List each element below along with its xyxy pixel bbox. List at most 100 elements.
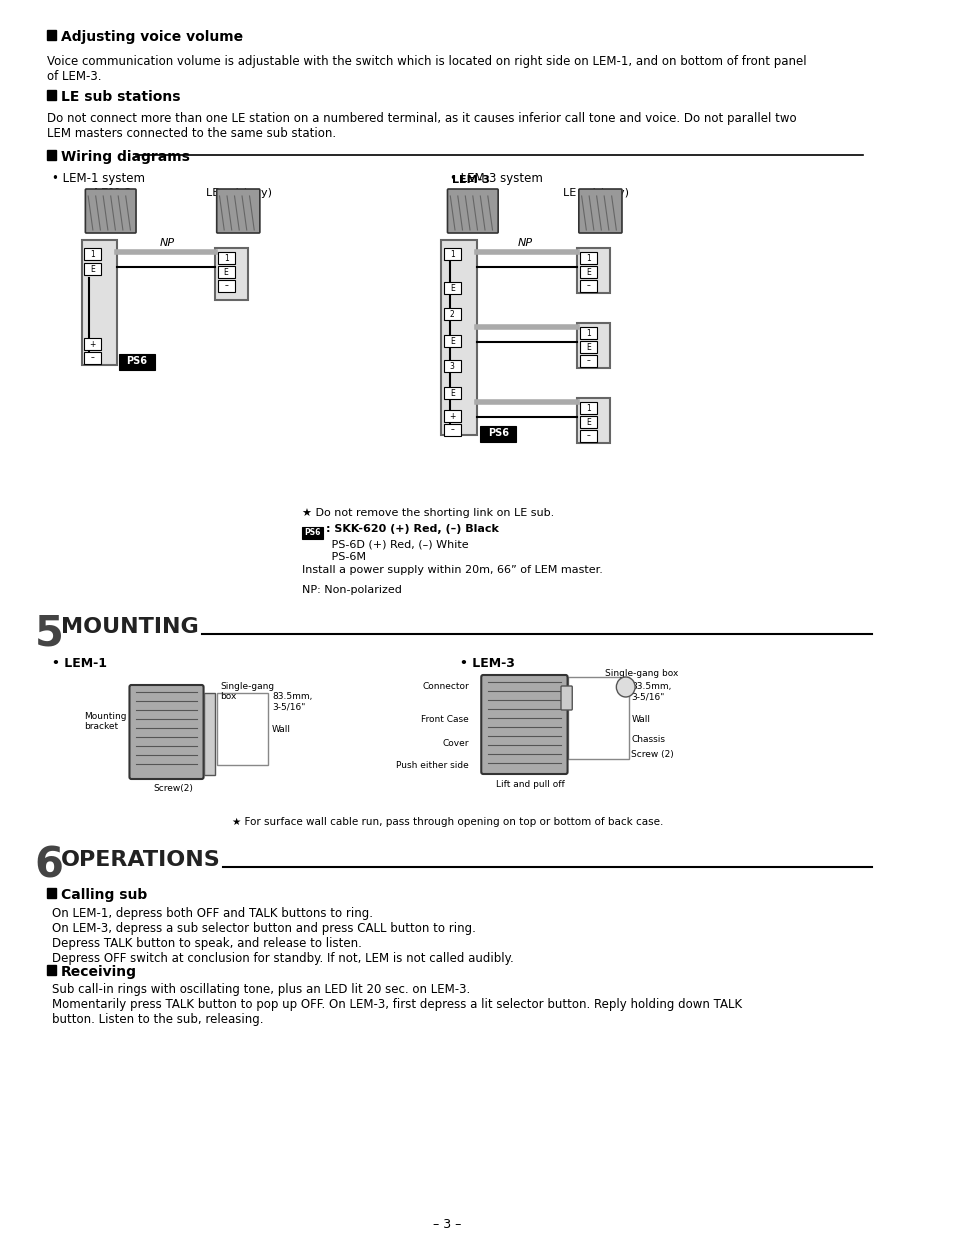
Text: 83.5mm,
3-5/16": 83.5mm, 3-5/16" — [631, 682, 671, 702]
Text: E: E — [224, 267, 228, 276]
Text: 1: 1 — [91, 250, 95, 259]
Text: Wall: Wall — [631, 716, 650, 724]
Text: Voice communication volume is adjustable with the switch which is located on rig: Voice communication volume is adjustable… — [47, 54, 805, 83]
Text: Screw (2): Screw (2) — [631, 750, 674, 759]
Text: : SKK-620 (+) Red, (–) Black: : SKK-620 (+) Red, (–) Black — [325, 524, 497, 534]
Bar — [217, 253, 234, 264]
Bar — [302, 527, 322, 539]
Bar — [47, 150, 56, 160]
Text: Receiving: Receiving — [61, 964, 137, 979]
Text: Cover: Cover — [442, 739, 469, 748]
Text: 5: 5 — [34, 612, 64, 654]
Bar — [443, 248, 460, 260]
Text: Install a power supply within 20m, 66” of LEM master.: Install a power supply within 20m, 66” o… — [302, 565, 602, 574]
Bar — [217, 266, 234, 279]
Text: 1: 1 — [585, 328, 590, 338]
Text: Do not connect more than one LE station on a numbered terminal, as it causes inf: Do not connect more than one LE station … — [47, 111, 796, 140]
Bar — [579, 327, 596, 339]
Bar — [214, 248, 248, 300]
Text: • LEM-3: • LEM-3 — [459, 657, 514, 670]
FancyBboxPatch shape — [447, 189, 497, 233]
Text: MOUNTING: MOUNTING — [61, 617, 198, 638]
Bar — [217, 280, 234, 292]
Bar — [579, 416, 596, 428]
Text: Wall: Wall — [272, 725, 291, 734]
Text: 1: 1 — [585, 254, 590, 262]
Bar — [443, 423, 460, 436]
Text: –: – — [450, 426, 454, 435]
Bar — [82, 240, 117, 365]
Text: ★ For surface wall cable run, pass through opening on top or bottom of back case: ★ For surface wall cable run, pass throu… — [232, 817, 662, 827]
Text: Screw(2): Screw(2) — [153, 784, 193, 794]
Bar — [577, 248, 609, 293]
Bar — [443, 387, 460, 399]
Text: Calling sub: Calling sub — [61, 888, 147, 903]
Text: 1: 1 — [585, 404, 590, 412]
Text: Chassis: Chassis — [631, 735, 664, 744]
Text: ★ Do not remove the shorting link on LE sub.: ★ Do not remove the shorting link on LE … — [302, 508, 554, 517]
Bar — [479, 426, 516, 442]
Text: LE sub stations: LE sub stations — [61, 90, 180, 104]
Text: E: E — [585, 267, 590, 276]
Text: –: – — [586, 357, 590, 365]
Text: E: E — [449, 389, 454, 397]
Bar — [47, 30, 56, 40]
Text: PS6: PS6 — [304, 527, 320, 536]
Text: 1: 1 — [224, 254, 228, 262]
Text: E: E — [449, 284, 454, 292]
Bar — [119, 354, 154, 370]
Text: LEM-1: LEM-1 — [93, 188, 132, 198]
FancyBboxPatch shape — [85, 189, 136, 233]
Bar — [85, 352, 101, 364]
FancyBboxPatch shape — [130, 685, 203, 779]
Text: NP: NP — [517, 238, 533, 248]
Text: • LEM-1 system: • LEM-1 system — [51, 172, 145, 184]
Text: LE sub(any): LE sub(any) — [562, 188, 628, 198]
Text: –: – — [586, 432, 590, 441]
Text: Sub call-in rings with oscillating tone, plus an LED lit 20 sec. on LEM-3.
Momen: Sub call-in rings with oscillating tone,… — [51, 983, 740, 1026]
Text: E: E — [585, 417, 590, 427]
Text: +: + — [90, 339, 96, 349]
Bar — [85, 248, 101, 260]
Text: OPERATIONS: OPERATIONS — [61, 851, 220, 870]
Text: Adjusting voice volume: Adjusting voice volume — [61, 30, 243, 45]
FancyBboxPatch shape — [578, 189, 621, 233]
Text: PS-6M: PS-6M — [307, 552, 365, 562]
Bar — [579, 355, 596, 366]
Bar — [443, 360, 460, 371]
Bar — [216, 693, 268, 765]
Text: On LEM-1, depress both OFF and TALK buttons to ring.
On LEM-3, depress a sub sel: On LEM-1, depress both OFF and TALK butt… — [51, 907, 513, 964]
Text: Wiring diagrams: Wiring diagrams — [61, 150, 190, 163]
Bar — [85, 338, 101, 350]
Bar — [47, 90, 56, 100]
Text: LE sub(any): LE sub(any) — [206, 188, 272, 198]
Bar — [47, 888, 56, 898]
Text: PS-6D (+) Red, (–) White: PS-6D (+) Red, (–) White — [307, 539, 468, 548]
Text: LEM-3: LEM-3 — [452, 175, 489, 184]
Bar — [579, 253, 596, 264]
Text: • LEM-1: • LEM-1 — [51, 657, 107, 670]
Text: NP: Non-polarized: NP: Non-polarized — [302, 586, 401, 595]
Text: Front Case: Front Case — [421, 716, 469, 724]
Text: E: E — [91, 265, 95, 274]
Text: NP: NP — [159, 238, 174, 248]
Text: +: + — [449, 411, 455, 421]
Text: 6: 6 — [34, 846, 64, 886]
Text: E: E — [449, 337, 454, 345]
Text: PS6: PS6 — [487, 428, 508, 438]
Bar — [443, 335, 460, 347]
Text: 1: 1 — [449, 250, 454, 259]
Bar — [85, 262, 101, 275]
Bar — [579, 430, 596, 442]
FancyBboxPatch shape — [480, 675, 567, 774]
Bar — [47, 964, 56, 976]
Bar — [577, 323, 609, 368]
Text: Lift and pull off: Lift and pull off — [496, 780, 564, 789]
FancyBboxPatch shape — [560, 686, 572, 711]
Bar — [443, 308, 460, 319]
Text: Push either side: Push either side — [395, 761, 469, 770]
Text: Single-gang box: Single-gang box — [604, 669, 678, 678]
Text: 3: 3 — [449, 361, 455, 370]
Bar — [577, 397, 609, 443]
Text: Connector: Connector — [422, 682, 469, 691]
